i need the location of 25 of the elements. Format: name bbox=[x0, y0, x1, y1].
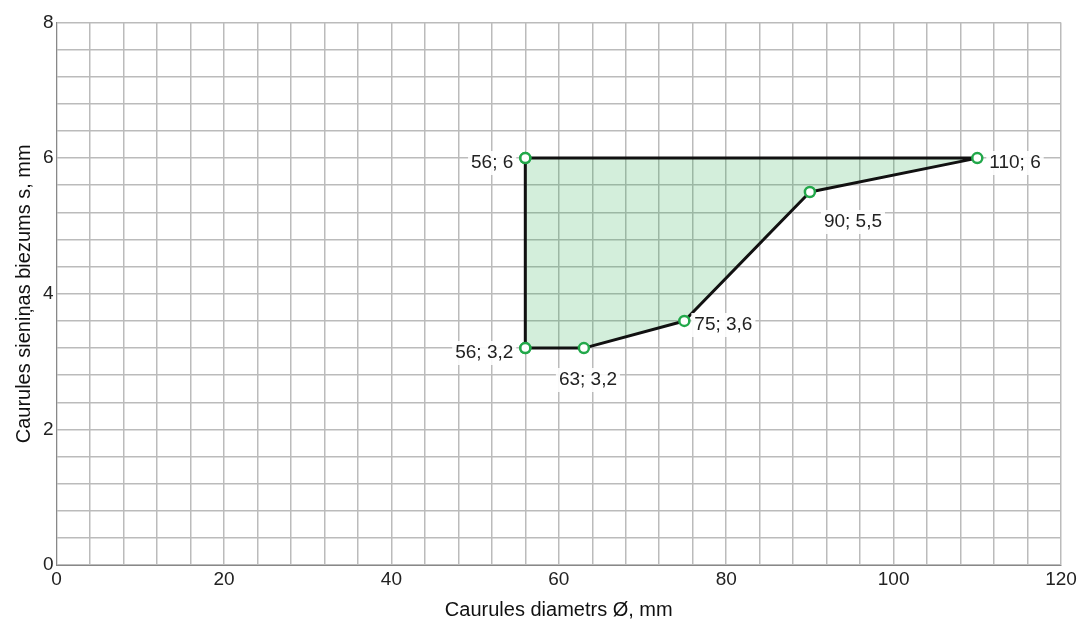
x-tick-label: 40 bbox=[380, 567, 402, 589]
point bbox=[971, 151, 984, 165]
point bbox=[678, 314, 691, 328]
data-label: 90; 5,5 bbox=[823, 210, 882, 232]
point bbox=[803, 185, 817, 199]
x-tick-label: 60 bbox=[548, 567, 570, 589]
y-tick-label: 6 bbox=[42, 146, 54, 168]
data-label: 56; 6 bbox=[471, 151, 514, 173]
x-axis-title: Caurules diametrs Ø, mm bbox=[444, 597, 673, 620]
x-tick-label: 120 bbox=[1045, 567, 1077, 589]
y-tick-label: 2 bbox=[42, 417, 54, 439]
point bbox=[519, 151, 532, 165]
x-tick-label: 20 bbox=[213, 567, 235, 589]
data-label: 75; 3,6 bbox=[694, 313, 753, 335]
y-tick-label: 0 bbox=[42, 553, 54, 575]
y-tick-label: 4 bbox=[42, 282, 54, 304]
point bbox=[577, 341, 591, 355]
data-label: 56; 3,2 bbox=[455, 341, 514, 363]
x-tick-label: 100 bbox=[877, 567, 910, 589]
x-tick-label: 80 bbox=[715, 567, 737, 589]
y-tick-label: 8 bbox=[42, 10, 54, 32]
point bbox=[519, 341, 532, 355]
data-label: 63; 3,2 bbox=[558, 368, 617, 390]
y-axis-title: Caurules sieniņas biezums s, mm bbox=[11, 144, 34, 444]
data-label: 110; 6 bbox=[989, 151, 1041, 173]
